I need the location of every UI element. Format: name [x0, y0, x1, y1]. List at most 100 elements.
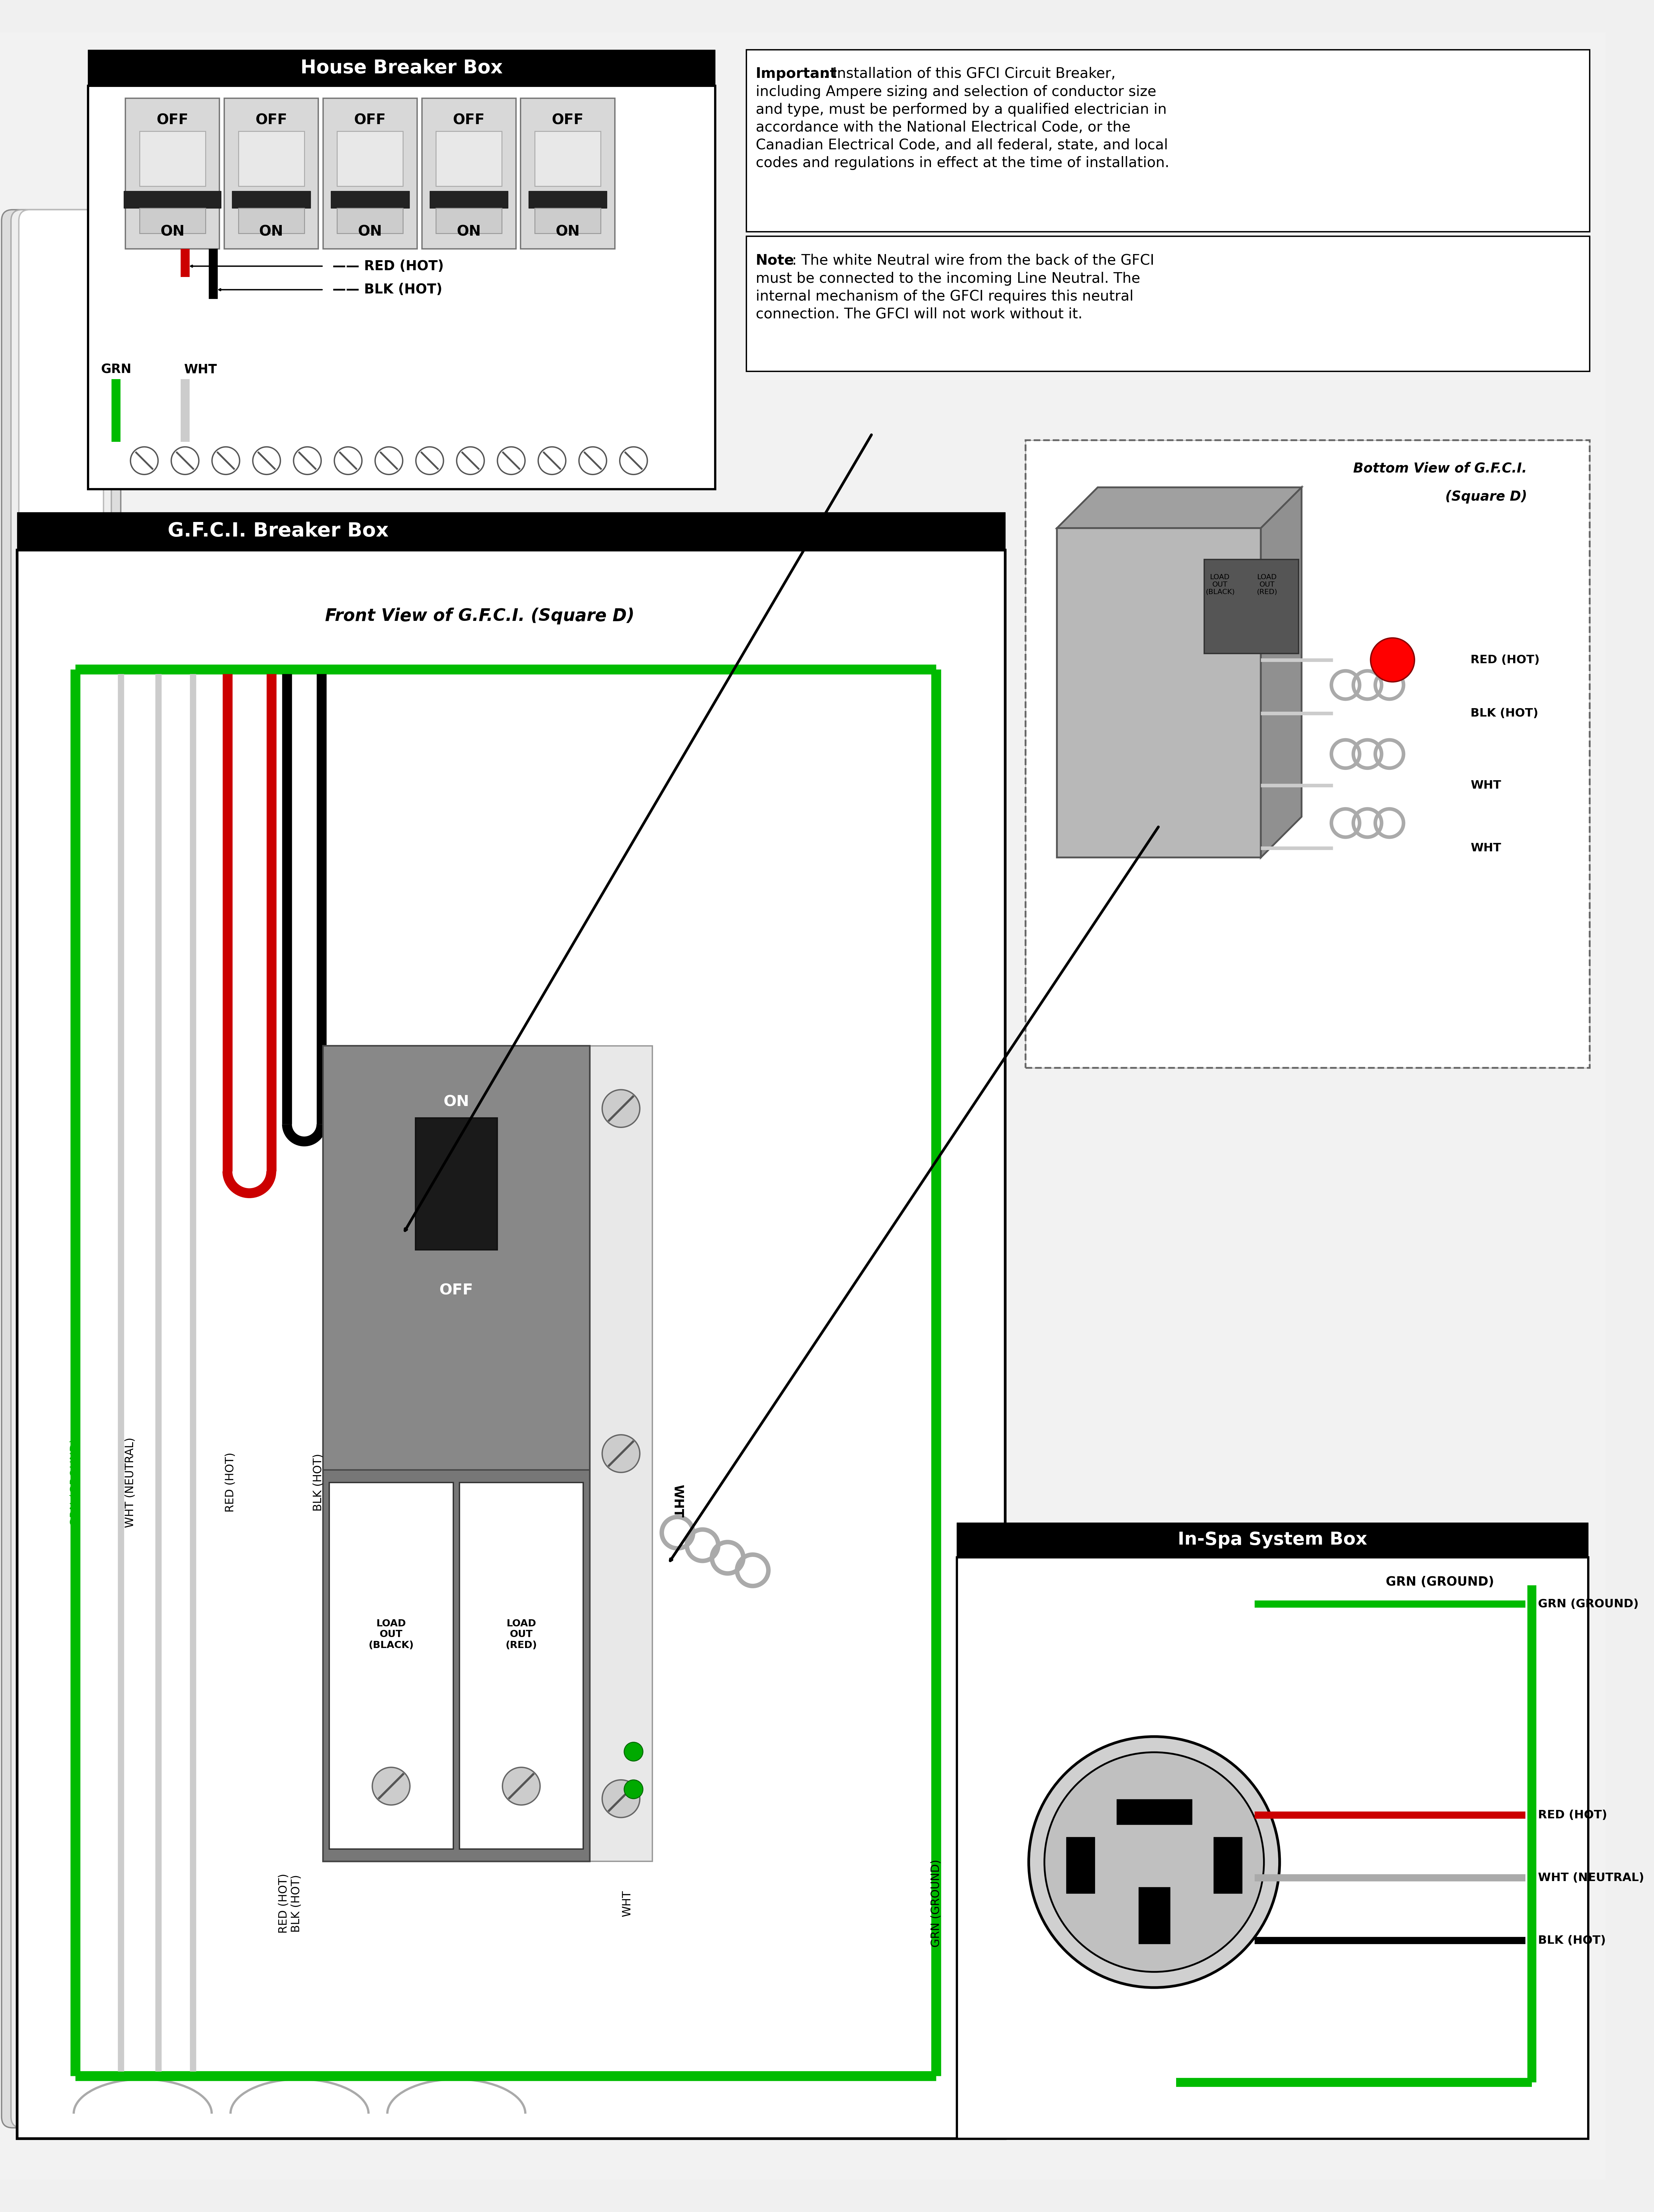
Text: —— RED (HOT): —— RED (HOT) — [332, 259, 443, 272]
Text: OFF: OFF — [354, 113, 385, 128]
Text: OFF: OFF — [157, 113, 189, 128]
FancyBboxPatch shape — [2, 210, 121, 2128]
Bar — [1204, 560, 1298, 653]
FancyBboxPatch shape — [12, 210, 111, 2128]
Bar — [329, 1482, 453, 1849]
Bar — [430, 190, 508, 208]
Bar — [337, 208, 404, 232]
Circle shape — [253, 447, 281, 476]
Text: RED (HOT): RED (HOT) — [225, 1453, 237, 1513]
Bar — [323, 1046, 589, 1471]
Circle shape — [602, 1091, 640, 1128]
Bar — [521, 97, 615, 250]
Text: GRN: GRN — [101, 363, 131, 376]
Bar — [1057, 529, 1260, 858]
Text: Front View of G.F.C.I. (Square D): Front View of G.F.C.I. (Square D) — [326, 608, 635, 624]
FancyBboxPatch shape — [0, 29, 1609, 2183]
Text: BLK (HOT): BLK (HOT) — [1470, 708, 1538, 719]
Bar — [323, 1471, 589, 1863]
Text: RED (HOT): RED (HOT) — [1470, 655, 1540, 666]
Bar — [956, 1522, 1588, 1557]
Text: RED (HOT): RED (HOT) — [1538, 1809, 1608, 1820]
Bar — [1138, 1887, 1169, 1944]
Circle shape — [415, 447, 443, 476]
Bar — [1025, 440, 1589, 1068]
Text: including Ampere sizing and selection of conductor size
and type, must be perfor: including Ampere sizing and selection of… — [756, 84, 1169, 170]
Text: WHT (NEUTRAL): WHT (NEUTRAL) — [1538, 1871, 1644, 1882]
Circle shape — [579, 447, 607, 476]
Bar — [534, 208, 600, 232]
Bar — [139, 131, 205, 186]
Text: House Breaker Box: House Breaker Box — [301, 60, 503, 77]
Text: LOAD
OUT
(RED): LOAD OUT (RED) — [506, 1619, 538, 1650]
Text: ON: ON — [160, 226, 185, 239]
Text: ON: ON — [443, 1095, 470, 1110]
Bar — [1025, 440, 1589, 1068]
Text: G.F.C.I. Breaker Box: G.F.C.I. Breaker Box — [167, 522, 389, 540]
Bar — [238, 131, 304, 186]
Text: OFF: OFF — [552, 113, 584, 128]
Bar — [529, 190, 607, 208]
Text: must be connected to the incoming Line Neutral. The
internal mechanism of the GF: must be connected to the incoming Line N… — [756, 272, 1140, 321]
Bar — [437, 131, 501, 186]
Bar — [534, 131, 600, 186]
Bar — [337, 131, 404, 186]
Bar — [1116, 1798, 1193, 1825]
Text: —— BLK (HOT): —— BLK (HOT) — [332, 283, 442, 296]
Bar — [126, 97, 220, 250]
Circle shape — [620, 447, 647, 476]
Bar — [232, 190, 311, 208]
Text: GRN (GROUND): GRN (GROUND) — [69, 1438, 81, 1526]
Circle shape — [172, 447, 198, 476]
Bar — [1067, 1836, 1095, 1893]
Circle shape — [1029, 1736, 1280, 1989]
Text: WHT: WHT — [184, 363, 217, 376]
Bar — [589, 1046, 652, 1863]
Text: ON: ON — [260, 226, 283, 239]
Text: OFF: OFF — [440, 1283, 473, 1298]
Text: ON: ON — [556, 226, 581, 239]
Text: GRN (GROUND): GRN (GROUND) — [931, 1860, 941, 1947]
Bar — [460, 1482, 584, 1849]
Text: BLK (HOT): BLK (HOT) — [291, 1874, 303, 1933]
Bar — [88, 86, 715, 489]
Bar — [746, 237, 1589, 372]
Circle shape — [1044, 1752, 1264, 1971]
Text: GRN (GROUND): GRN (GROUND) — [1386, 1577, 1494, 1588]
Circle shape — [212, 447, 240, 476]
Text: LOAD
OUT
(BLACK): LOAD OUT (BLACK) — [1206, 573, 1234, 595]
FancyBboxPatch shape — [18, 210, 104, 2128]
Text: GRN (GROUND): GRN (GROUND) — [1538, 1599, 1639, 1610]
Polygon shape — [1260, 487, 1302, 858]
Circle shape — [131, 447, 159, 476]
Polygon shape — [1057, 487, 1302, 529]
Text: WHT: WHT — [1470, 781, 1502, 792]
Text: : The white Neutral wire from the back of the GFCI: : The white Neutral wire from the back o… — [792, 254, 1154, 268]
Circle shape — [375, 447, 402, 476]
Bar — [437, 208, 501, 232]
Circle shape — [498, 447, 524, 476]
Circle shape — [293, 447, 321, 476]
Bar — [124, 190, 222, 208]
Bar — [17, 513, 1006, 551]
Circle shape — [1371, 637, 1414, 681]
Text: WHT: WHT — [1470, 843, 1502, 854]
Text: RED (HOT): RED (HOT) — [278, 1874, 289, 1933]
Text: LOAD
OUT
(BLACK): LOAD OUT (BLACK) — [369, 1619, 413, 1650]
Bar — [1214, 1836, 1242, 1893]
Circle shape — [624, 1781, 643, 1798]
Text: In-Spa System Box: In-Spa System Box — [1178, 1531, 1368, 1548]
Bar — [415, 1117, 498, 1250]
Bar — [331, 190, 409, 208]
Text: (Square D): (Square D) — [1446, 491, 1527, 504]
Bar — [139, 208, 205, 232]
Text: BLK (HOT): BLK (HOT) — [1538, 1936, 1606, 1947]
Bar — [746, 49, 1589, 232]
Circle shape — [457, 447, 485, 476]
Text: OFF: OFF — [255, 113, 288, 128]
Text: Important: Important — [756, 66, 837, 82]
Text: WHT: WHT — [672, 1484, 683, 1517]
Text: BLK (HOT): BLK (HOT) — [313, 1453, 324, 1511]
Text: ON: ON — [357, 226, 382, 239]
Bar — [956, 1557, 1588, 2139]
